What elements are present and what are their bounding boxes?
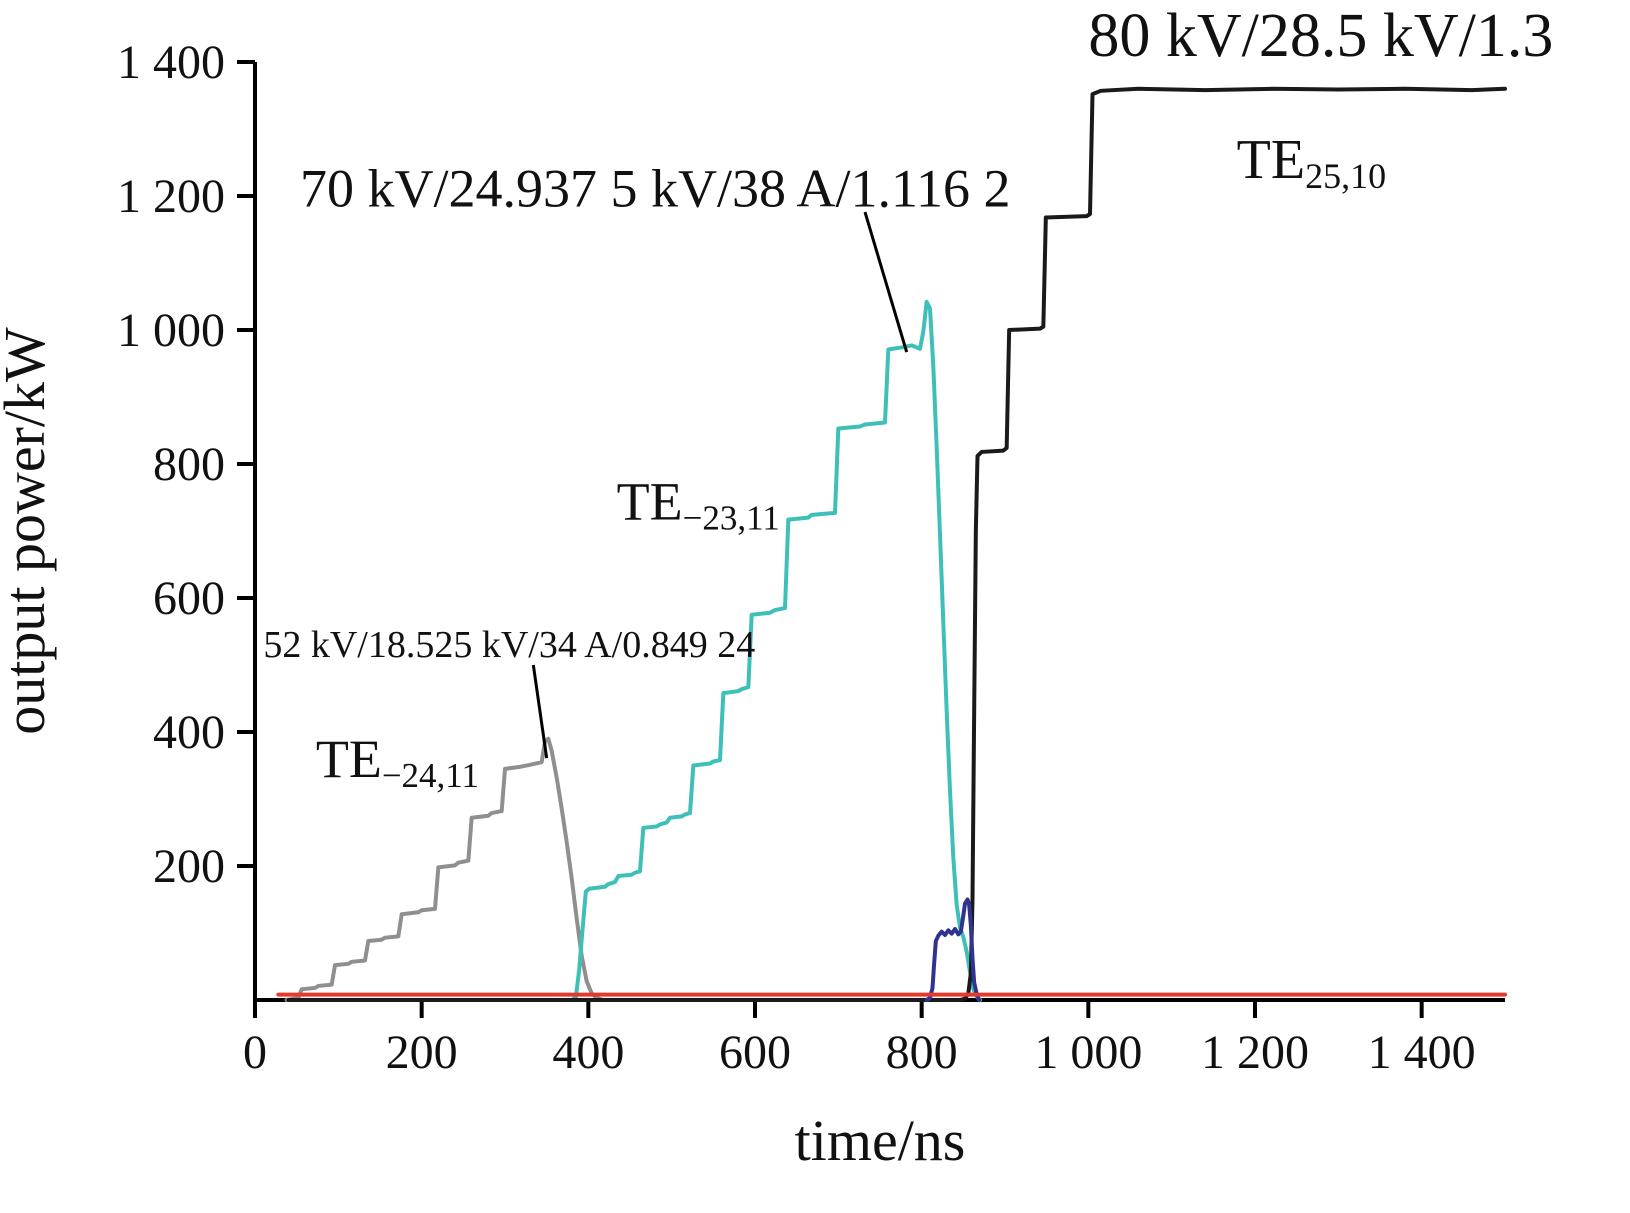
x-tick-label: 1 400 — [1368, 1026, 1476, 1079]
params-te25-10: 80 kV/28.5 kV/1.3 — [1088, 2, 1553, 70]
x-tick-label: 400 — [552, 1026, 624, 1079]
x-axis-title: time/ns — [795, 1108, 966, 1173]
series-TE-24-11-mode — [284, 736, 606, 1002]
label-te25-10: TE25,10 — [1237, 129, 1386, 196]
params-te-24-11: 52 kV/18.525 kV/34 A/0.849 24 — [263, 624, 755, 666]
y-tick-label: 200 — [153, 840, 225, 893]
y-tick-label: 1 400 — [117, 36, 225, 89]
y-tick-label: 1 200 — [117, 170, 225, 223]
series-TE25-10-mode — [286, 86, 1507, 1002]
y-tick-label: 400 — [153, 706, 225, 759]
x-tick-label: 800 — [886, 1026, 958, 1079]
x-tick-label: 0 — [243, 1026, 267, 1079]
y-axis-title: output power/kW — [0, 327, 57, 735]
y-tick-label: 1 000 — [117, 304, 225, 357]
series-TE-23-11-mode — [569, 299, 982, 1002]
x-tick-label: 200 — [386, 1026, 458, 1079]
label-te-24-11: TE−24,11 — [316, 729, 479, 795]
pointer-te-24-11 — [531, 664, 549, 759]
params-te-23-11: 70 kV/24.937 5 kV/38 A/1.116 2 — [300, 159, 1011, 219]
pointer-te-23-11 — [863, 211, 909, 353]
y-tick-label: 600 — [153, 572, 225, 625]
label-te-23-11: TE−23,11 — [617, 472, 780, 538]
x-tick-label: 1 000 — [1034, 1026, 1142, 1079]
y-tick-label: 800 — [153, 438, 225, 491]
series-parasitic-mode — [924, 897, 982, 1002]
x-tick-label: 1 200 — [1201, 1026, 1309, 1079]
x-tick-label: 600 — [719, 1026, 791, 1079]
